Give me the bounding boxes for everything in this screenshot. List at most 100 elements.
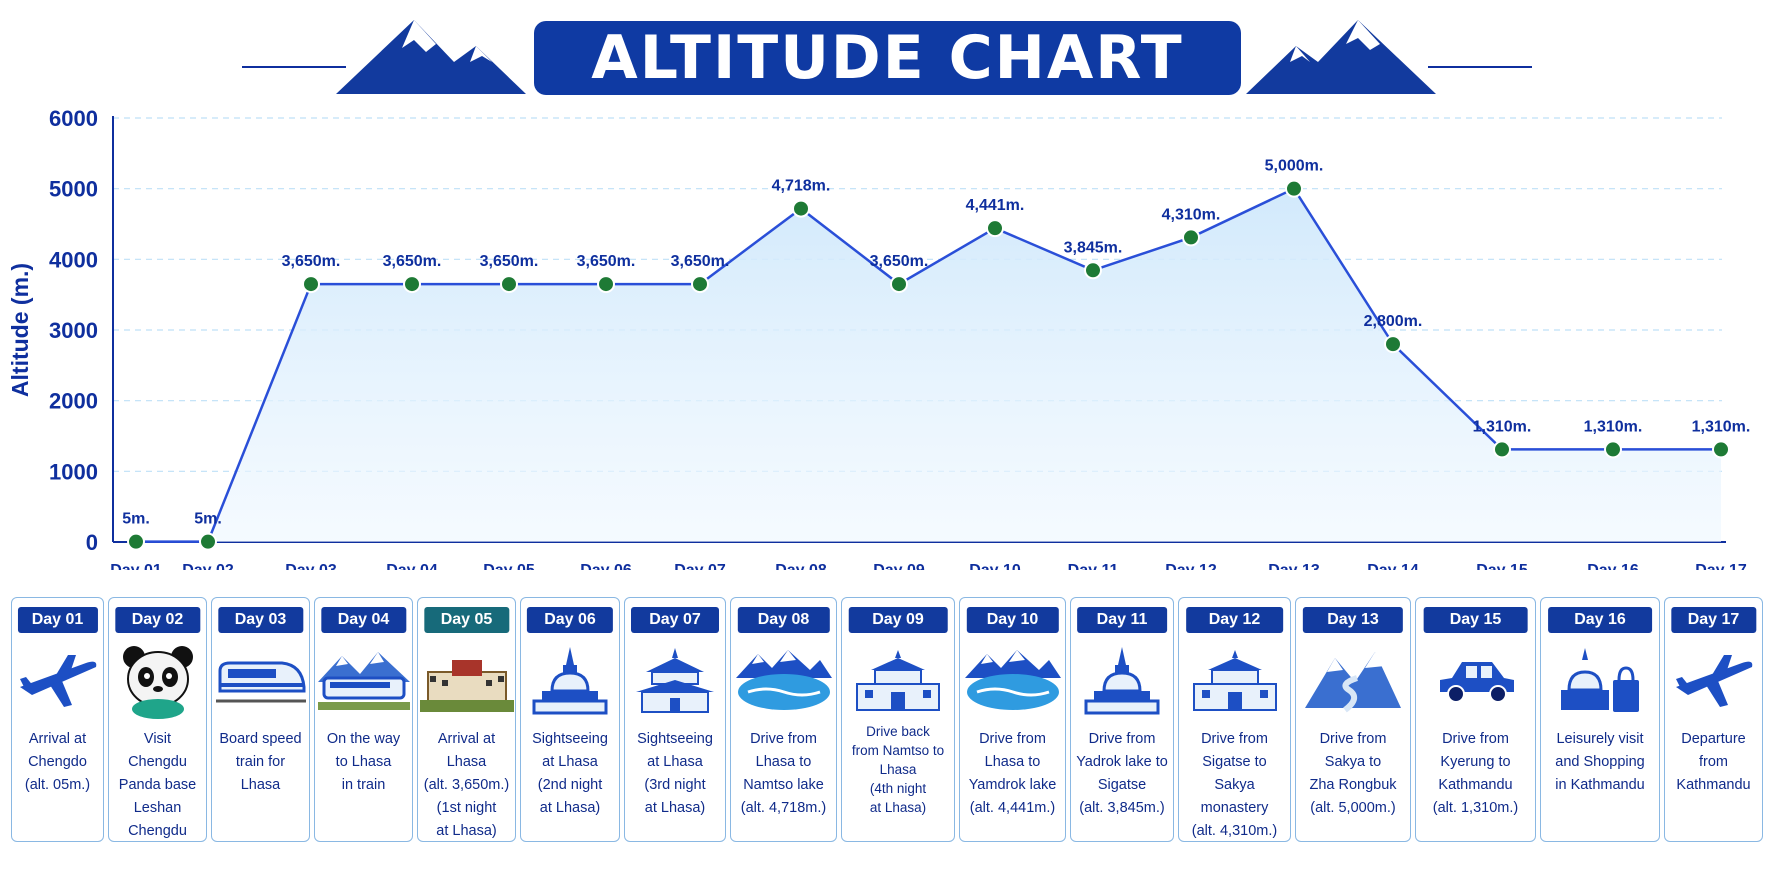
lake-icon (735, 642, 832, 720)
y-tick-label: 2000 (49, 389, 98, 414)
day-card-label: Day 07 (631, 607, 719, 633)
x-tick-label: Day 04 (386, 562, 438, 570)
data-point (1084, 261, 1102, 280)
data-point (403, 275, 421, 294)
data-point (500, 275, 518, 294)
data-point (597, 275, 615, 294)
x-tick-label: Day 15 (1476, 562, 1528, 570)
data-point (1285, 179, 1303, 198)
day-card: Day 06 Sightseeing at Lhasa (2nd night at… (520, 597, 620, 842)
day-card: Day 01 Arrival at Chengdo (alt. 05m.) (11, 597, 104, 842)
x-tick-label: Day 09 (873, 562, 925, 570)
x-tick-label: Day 12 (1165, 562, 1217, 570)
day-card-description: Arrival at Lhasa (alt. 3,650m.) (1st nig… (423, 731, 510, 839)
data-point (1712, 440, 1730, 459)
y-tick-label: 3000 (49, 318, 98, 343)
data-point (792, 199, 810, 218)
day-card-label: Day 13 (1302, 607, 1404, 633)
day-card-label: Day 04 (320, 607, 407, 633)
day-card: Day 08 Drive from Lhasa to Namtso lake (a… (730, 597, 837, 842)
data-point (302, 275, 320, 294)
day-card-description: Sightseeing at Lhasa (3rd night at Lhasa… (637, 731, 713, 816)
day-card-description: Visit Chengdu Panda base Leshan Chengdu (118, 731, 197, 839)
y-tick-label: 4000 (49, 247, 98, 272)
day-card-label: Day 10 (966, 607, 1059, 633)
day-card-label: Day 12 (1185, 607, 1284, 633)
data-label: 5m. (122, 511, 150, 528)
data-label: 5,000m. (1265, 158, 1324, 175)
day-card-label: Day 15 (1423, 607, 1528, 633)
x-tick-label: Day 07 (674, 562, 726, 570)
day-card-description: On the way to Lhasa in train (326, 731, 401, 793)
y-tick-label: 0 (86, 530, 98, 555)
day-card-description: Drive back from Namtso to Lhasa (4th nig… (851, 724, 945, 815)
day-card: Day 07 Sightseeing at Lhasa (3rd night at… (624, 597, 726, 842)
day-card-description: Arrival at Chengdo (alt. 05m.) (24, 731, 91, 793)
day-card: Day 13 Drive from Sakya to Zha Rongbuk (a… (1295, 597, 1411, 842)
itinerary-cards: Day 01 Arrival at Chengdo (alt. 05m.) Day … (9, 597, 1765, 844)
temple-icon (627, 642, 723, 720)
altitude-chart: 0 1000 2000 3000 4000 5000 6000 Altitude (m.) 5m… (7, 106, 1751, 570)
data-label: 4,718m. (772, 178, 831, 195)
data-point (1182, 228, 1200, 247)
day-card-description: Drive from Kyerung to Kathmandu (alt. 1,… (1432, 731, 1519, 816)
x-tick-label: Day 14 (1367, 562, 1419, 570)
data-label: 1,310m. (1473, 418, 1532, 435)
day-card: Day 02 Visit Chengdu Panda base Leshan Ch… (108, 597, 207, 842)
x-tick-label: Day 05 (483, 562, 535, 570)
data-label: 2,800m. (1364, 313, 1423, 330)
data-point (890, 275, 908, 294)
data-point (986, 219, 1004, 238)
x-tick-label: Day 02 (182, 562, 234, 570)
day-card: Day 17 Departure from Kathmandu (1664, 597, 1763, 842)
day-card-description: Departure from Kathmandu (1676, 731, 1751, 793)
potala-palace-icon (419, 642, 515, 720)
data-label: 3,650m. (282, 253, 341, 270)
x-tick-label: Day 16 (1587, 562, 1639, 570)
stupa-icon (1074, 642, 1170, 720)
y-axis-label: Altitude (m.) (7, 263, 33, 397)
data-label: 3,650m. (383, 253, 442, 270)
header: ALTITUDE CHART (0, 0, 1774, 110)
data-label: 4,310m. (1162, 206, 1221, 223)
day-card-label: Day 17 (1670, 607, 1757, 633)
data-point (1493, 440, 1511, 459)
day-card: Day 03 Board speed train for Lhasa (211, 597, 310, 842)
x-tick-label: Day 08 (775, 562, 827, 570)
day-card-label: Day 09 (848, 607, 948, 633)
day-card-description: Drive from Yadrok lake to Sigatse (alt. … (1076, 731, 1168, 816)
day-card: Day 11 Drive from Yadrok lake to Sigatse … (1070, 597, 1174, 842)
area-fill (136, 188, 1721, 542)
data-label: 3,650m. (480, 253, 539, 270)
monastery-icon (1187, 642, 1283, 720)
data-point (1604, 440, 1622, 459)
speed-train-icon (213, 642, 309, 720)
day-card: Day 05 Arrival at Lhasa (alt. 3,650m.) (1… (417, 597, 516, 842)
data-point (199, 532, 217, 551)
title-banner: ALTITUDE CHART (534, 21, 1241, 95)
x-tick-label: Day 03 (285, 562, 337, 570)
car-icon (1428, 642, 1524, 720)
panda-icon (110, 642, 206, 720)
y-tick-label: 5000 (49, 177, 98, 202)
day-card-label: Day 01 (17, 607, 98, 633)
day-card-description: Leisurely visit and Shopping in Kathmand… (1555, 731, 1645, 793)
day-card-description: Sightseeing at Lhasa (2nd night at Lhasa… (532, 731, 608, 816)
day-card-description: Board speed train for Lhasa (219, 731, 302, 793)
data-point (691, 275, 709, 294)
day-card-label: Day 06 (526, 607, 614, 633)
day-card-description: Drive from Sigatse to Sakya monastery (a… (1191, 731, 1278, 839)
mountain-left-icon (336, 20, 526, 94)
data-point (127, 532, 145, 551)
shopping-bag-icon (1552, 642, 1648, 720)
data-label: 4,441m. (966, 197, 1025, 214)
page-title: ALTITUDE CHART (591, 23, 1184, 93)
day-card-description: Drive from Lhasa to Yamdrok lake (alt. 4… (968, 731, 1057, 816)
airplane-icon (10, 642, 106, 720)
data-label: 3,650m. (870, 253, 929, 270)
day-card: Day 15 Drive from Kyerung to Kathmandu (a… (1415, 597, 1536, 842)
data-point (1384, 335, 1402, 354)
data-label: 1,310m. (1692, 418, 1751, 435)
x-tick-label: Day 06 (580, 562, 632, 570)
stupa-icon (522, 642, 618, 720)
